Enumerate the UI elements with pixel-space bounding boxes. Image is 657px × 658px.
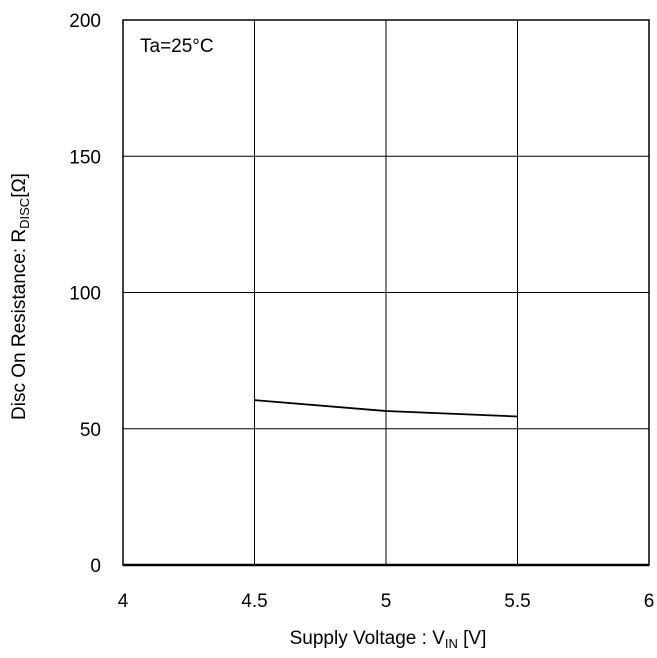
- plot-frame: [122, 19, 650, 566]
- y-axis-label-unit: [Ω]: [9, 173, 30, 198]
- x-tick-label: 6: [644, 591, 655, 612]
- y-tick-label: 0: [90, 556, 101, 577]
- x-tick-label: 4.5: [241, 591, 267, 612]
- x-axis-label-subscript: IN: [445, 636, 458, 651]
- series-group: [254, 399, 518, 418]
- y-tick-labels: 0 50 100 150 200: [69, 11, 101, 577]
- x-axis-label: Supply Voltage : VIN [V]: [290, 628, 487, 651]
- x-tick-label: 5: [381, 591, 392, 612]
- y-tick-label: 100: [69, 284, 101, 305]
- y-axis-label-main: Disc On Resistance: R: [9, 229, 30, 420]
- y-tick-label: 50: [80, 420, 101, 441]
- y-tick-label: 150: [69, 147, 101, 168]
- x-tick-labels: 4 4.5 5 5.5 6: [118, 591, 655, 612]
- x-tick-label: 4: [118, 591, 129, 612]
- y-axis-label: Disc On Resistance: RDISC[Ω]: [9, 173, 32, 420]
- x-axis-label-main: Supply Voltage : V: [290, 628, 446, 649]
- temperature-annotation: Ta=25°C: [140, 36, 214, 57]
- series-line: [254, 399, 518, 418]
- x-tick-label: 5.5: [504, 591, 530, 612]
- y-axis-label-subscript: DISC: [17, 198, 32, 229]
- y-tick-label: 200: [69, 11, 101, 32]
- grid: [123, 20, 649, 567]
- x-axis-label-unit: [V]: [458, 628, 487, 649]
